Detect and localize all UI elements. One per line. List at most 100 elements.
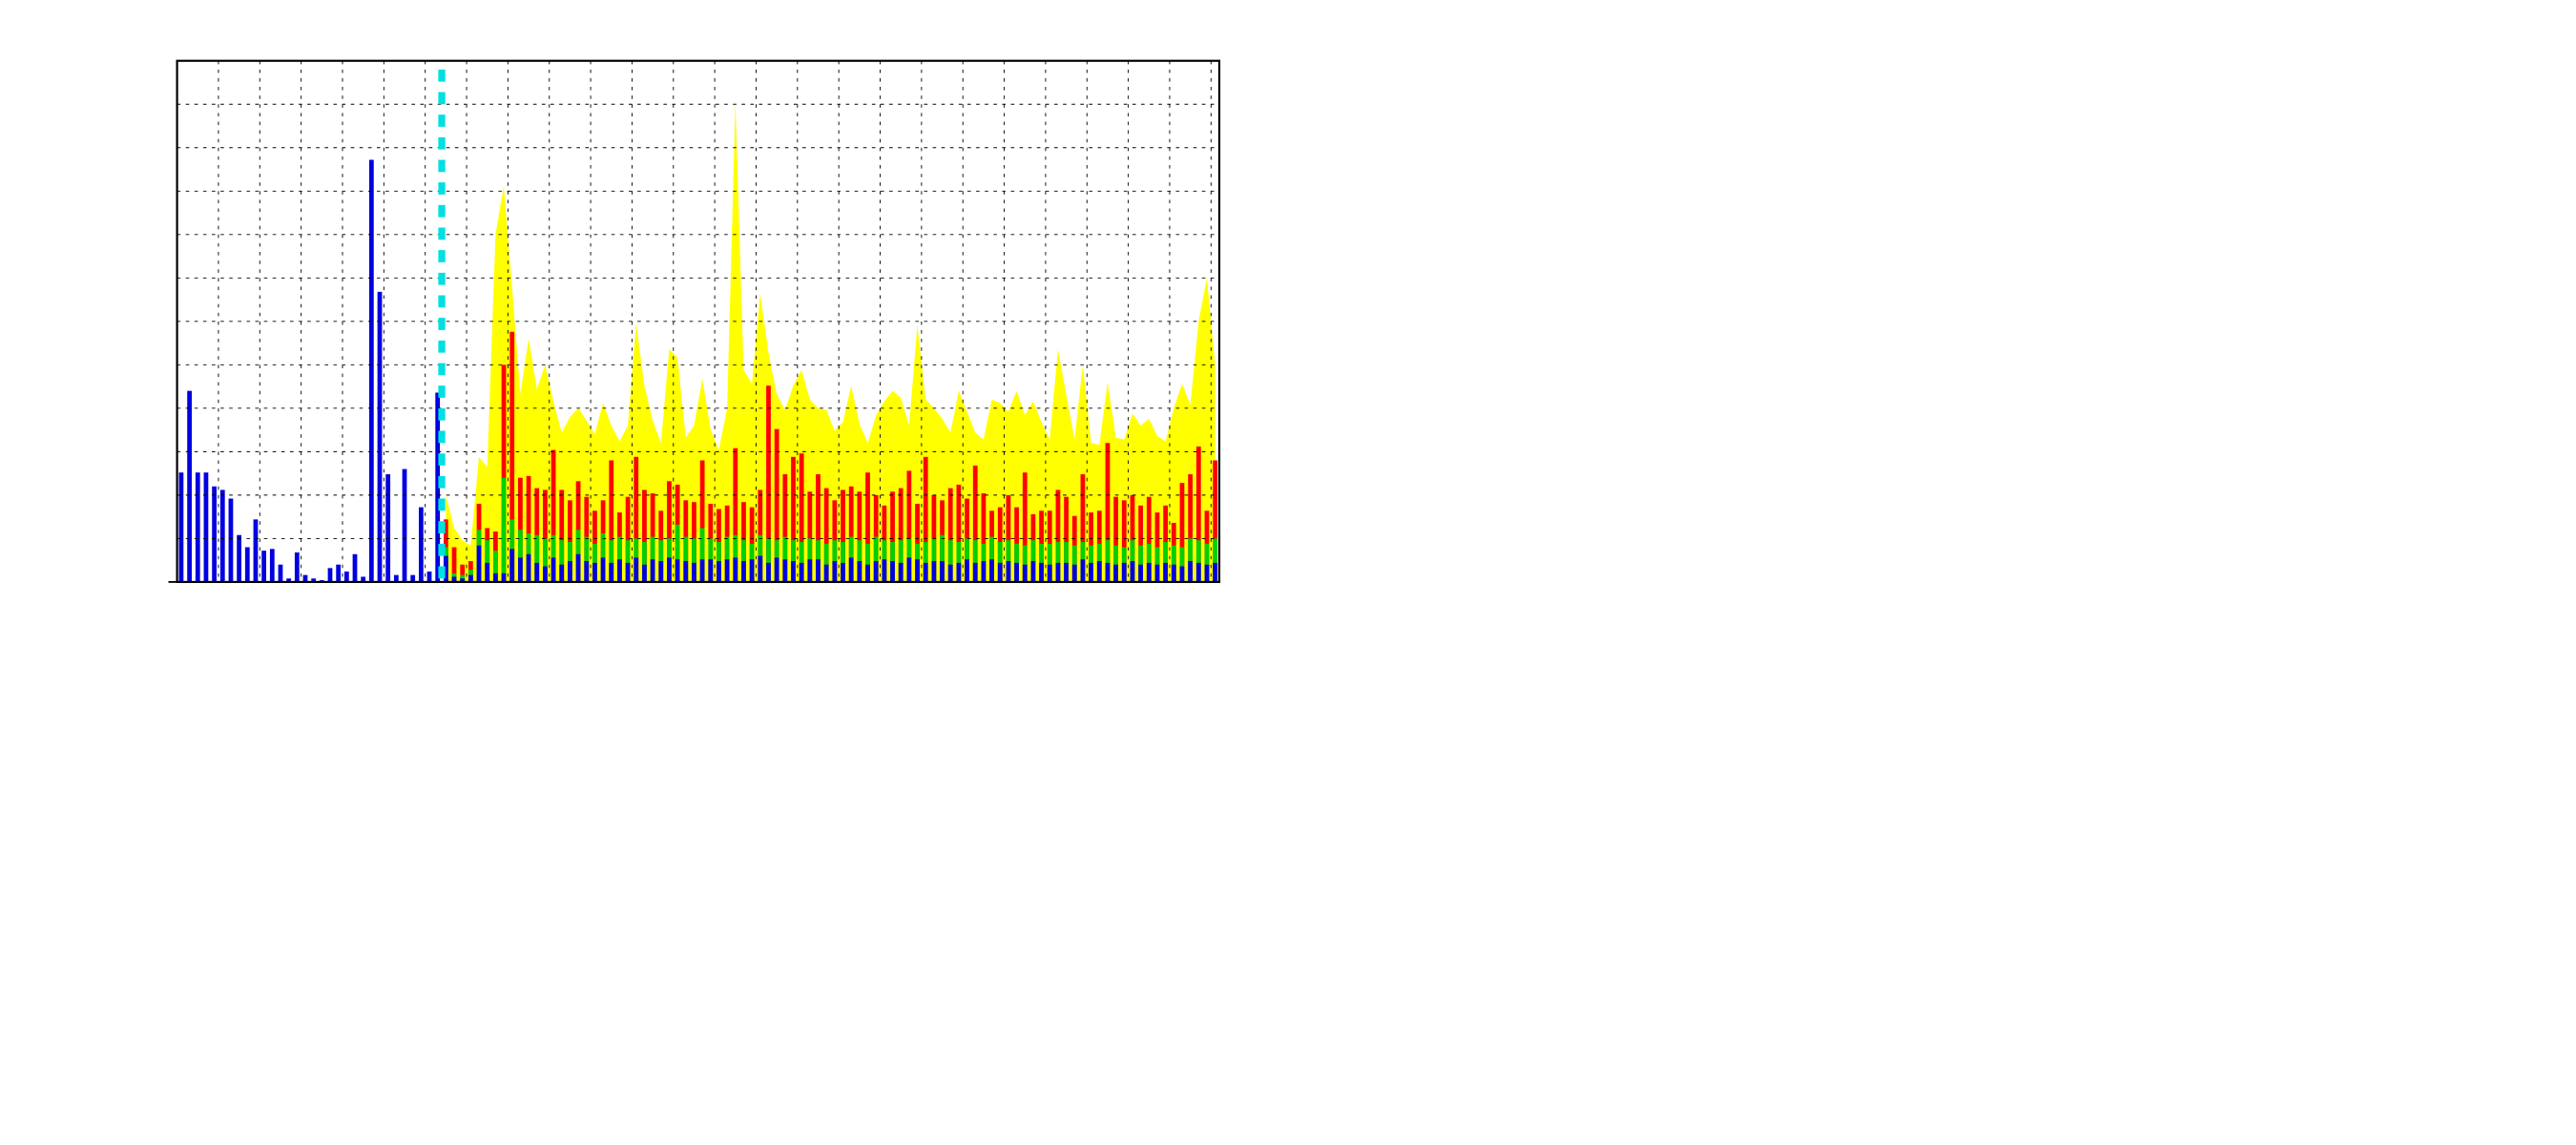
- median-bar: [948, 565, 953, 582]
- history-bar: [279, 565, 283, 582]
- median-bar: [957, 563, 962, 582]
- median-bar: [1113, 565, 1118, 582]
- median-bar: [857, 561, 862, 582]
- median-bar: [1039, 563, 1044, 582]
- median-bar: [832, 561, 837, 582]
- median-bar: [973, 563, 978, 582]
- history-bar: [261, 551, 266, 582]
- median-bar: [865, 565, 870, 582]
- median-bar: [617, 559, 622, 582]
- median-bar: [965, 559, 969, 582]
- history-bar: [353, 554, 358, 582]
- median-bar: [982, 561, 987, 582]
- median-bar: [1180, 567, 1185, 582]
- median-bar: [807, 559, 812, 582]
- median-bar: [741, 561, 746, 582]
- median-bar: [1056, 563, 1061, 582]
- median-bar: [791, 561, 796, 582]
- history-bar: [237, 535, 241, 582]
- median-bar: [1155, 565, 1160, 582]
- median-bar: [849, 557, 854, 581]
- median-bar: [509, 549, 514, 582]
- median-bar: [998, 563, 1003, 582]
- median-bar: [584, 561, 589, 582]
- median-bar: [642, 565, 647, 582]
- history-bar: [403, 469, 407, 582]
- history-bar: [196, 472, 200, 582]
- median-bar: [576, 554, 581, 582]
- history-bar: [254, 519, 259, 582]
- median-bar: [1131, 561, 1135, 582]
- median-bar: [551, 557, 556, 581]
- median-bar: [931, 561, 936, 582]
- history-bar: [212, 487, 217, 582]
- history-bar: [344, 572, 349, 582]
- median-bar: [1138, 565, 1143, 582]
- median-bar: [502, 573, 507, 582]
- median-bar: [568, 561, 572, 582]
- median-bar: [692, 563, 696, 582]
- median-bar: [1122, 563, 1127, 582]
- median-bar: [940, 561, 945, 582]
- median-bar: [1196, 563, 1201, 582]
- median-bar: [890, 561, 895, 582]
- median-bar: [667, 557, 672, 581]
- median-bar: [882, 559, 886, 582]
- median-bar: [559, 565, 564, 582]
- median-bar: [874, 561, 879, 582]
- median-bar: [1172, 565, 1176, 582]
- median-bar: [609, 563, 613, 582]
- history-bar: [204, 472, 209, 582]
- median-bar: [800, 563, 804, 582]
- median-bar: [717, 561, 721, 582]
- history-bar: [336, 565, 341, 582]
- median-bar: [518, 557, 523, 581]
- median-bar: [683, 561, 688, 582]
- median-bar: [1064, 563, 1069, 582]
- history-bar: [295, 552, 300, 582]
- median-bar: [782, 559, 787, 582]
- median-bar: [725, 559, 730, 582]
- median-bar: [766, 563, 771, 582]
- median-bar: [527, 554, 531, 582]
- median-bar: [1188, 561, 1193, 582]
- median-bar: [1089, 563, 1093, 582]
- median-bar: [534, 563, 539, 582]
- median-bar: [750, 559, 755, 582]
- median-bar: [1014, 563, 1019, 582]
- history-bar: [419, 508, 424, 582]
- median-bar: [1213, 563, 1217, 582]
- median-bar: [1007, 561, 1011, 582]
- precipitation-forecast-chart: [0, 0, 1431, 639]
- median-bar: [989, 559, 994, 582]
- median-bar: [708, 559, 713, 582]
- median-bar: [733, 557, 737, 581]
- median-bar: [1163, 563, 1168, 582]
- median-bar: [543, 567, 548, 582]
- history-bar: [179, 472, 184, 582]
- history-bar: [220, 489, 225, 581]
- median-bar: [651, 559, 655, 582]
- median-bar: [758, 556, 762, 582]
- median-bar: [1205, 565, 1210, 582]
- median-bar: [601, 557, 606, 581]
- median-bar: [700, 559, 705, 582]
- median-bar: [841, 563, 845, 582]
- median-bar: [1106, 563, 1111, 582]
- median-bar: [924, 563, 928, 582]
- median-bar: [1097, 561, 1102, 582]
- median-bar: [775, 557, 779, 581]
- median-bar: [1081, 559, 1086, 582]
- history-bar: [328, 568, 333, 582]
- median-bar: [634, 557, 638, 581]
- p75-bar: [502, 478, 507, 582]
- median-bar: [592, 563, 597, 582]
- history-bar: [369, 160, 374, 582]
- median-bar: [1072, 565, 1077, 582]
- median-bar: [906, 557, 911, 581]
- median-bar: [816, 559, 821, 582]
- median-bar: [915, 559, 920, 582]
- median-bar: [1147, 563, 1152, 582]
- median-bar: [675, 559, 680, 582]
- median-bar: [1023, 565, 1028, 582]
